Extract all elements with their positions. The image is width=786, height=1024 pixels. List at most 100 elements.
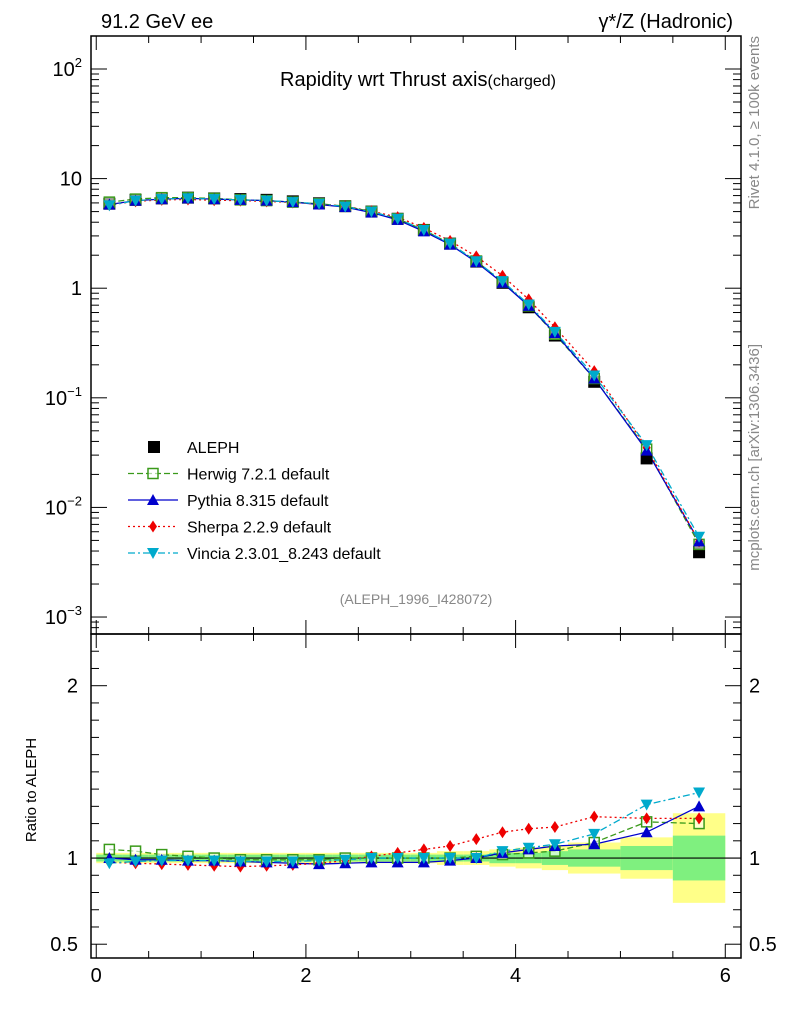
ratio-point-vincia (103, 858, 116, 870)
main-point-vincia (129, 195, 142, 207)
y-tick-label: 1 (71, 278, 82, 300)
legend-label-herwig: Herwig 7.2.1 default (187, 467, 330, 484)
ratio-point-sherpa (550, 821, 559, 834)
plot-title-sub: (charged) (488, 73, 556, 90)
main-point-vincia (339, 201, 352, 213)
ratio-point-vincia (417, 853, 430, 865)
main-point-vincia (522, 299, 535, 311)
main-point-vincia (260, 195, 273, 207)
main-point-vincia (155, 194, 168, 206)
y-tick-label: 10−3 (45, 603, 82, 629)
ratio-point-vincia (391, 853, 404, 865)
plot-title-main: Rapidity wrt Thrust axis (280, 69, 487, 91)
main-frame (90, 35, 742, 635)
legend-marker-aleph (148, 441, 160, 453)
main-point-vincia (470, 256, 483, 268)
ratio-point-vincia (522, 842, 535, 854)
x-tick-label: 4 (510, 965, 521, 987)
y-tick-label: 102 (53, 55, 82, 81)
legend-label-vincia: Vincia 2.3.01_8.243 default (187, 546, 381, 563)
ratio-point-sherpa (695, 812, 704, 825)
ratio-point-vincia (365, 853, 378, 865)
ratio-point-pythia (640, 826, 653, 838)
header-energy: 91.2 GeV ee (101, 11, 213, 33)
ratio-frame (90, 633, 742, 959)
ratio-point-sherpa (472, 833, 481, 846)
ratio-point-vincia (129, 856, 142, 868)
ratio-point-vincia (286, 856, 299, 868)
legend-label-sherpa: Sherpa 2.2.9 default (187, 520, 332, 537)
plot-title: Rapidity wrt Thrust axis(charged) (280, 69, 556, 91)
ratio-point-sherpa (419, 843, 428, 856)
legend-label-pythia: Pythia 8.315 default (187, 493, 329, 510)
mcplots-label: mcplots.cern.ch [arXiv:1306.3436] (746, 344, 763, 571)
main-point-vincia (313, 198, 326, 210)
ratio-point-vincia (155, 855, 168, 867)
main-line-vincia (109, 197, 700, 538)
ratio-point-vincia (470, 853, 483, 865)
main-point-vincia (496, 276, 509, 288)
main-point-vincia (444, 238, 457, 250)
main-point-vincia (365, 206, 378, 218)
ratio-y-tick-label-right: 2 (749, 676, 760, 698)
ratio-point-sherpa (524, 822, 533, 835)
main-point-vincia (548, 326, 561, 338)
ratio-point-vincia (640, 799, 653, 811)
ratio-point-vincia (339, 854, 352, 866)
x-tick-label: 0 (91, 965, 102, 987)
main-point-vincia (103, 200, 116, 212)
ratio-point-sherpa (590, 810, 599, 823)
ratio-y-tick-label-left: 1 (67, 848, 78, 870)
main-line-pythia (109, 197, 700, 542)
ratio-point-vincia (496, 846, 509, 858)
main-point-vincia (693, 531, 706, 543)
legend-marker-vincia (147, 548, 159, 559)
ratio-point-pythia (588, 838, 601, 850)
y-tick-label: 10 (60, 169, 82, 191)
legend-marker-sherpa (149, 520, 157, 533)
main-point-vincia (640, 440, 653, 452)
header-process: γ*/Z (Hadronic) (599, 11, 733, 33)
main-point-vincia (417, 224, 430, 236)
ratio-point-vincia (444, 853, 457, 865)
main-point-vincia (286, 197, 299, 209)
ratio-line-vincia (109, 791, 700, 864)
ratio-point-vincia (313, 855, 326, 867)
y-tick-label: 10−2 (45, 493, 82, 519)
analysis-tag: (ALEPH_1996_I428072) (340, 591, 493, 607)
main-line-sherpa (109, 198, 700, 542)
main-point-vincia (181, 193, 194, 205)
x-tick-label: 6 (720, 965, 731, 987)
ratio-y-tick-label-left: 2 (67, 676, 78, 698)
ratio-y-tick-label-left: 0.5 (50, 934, 78, 956)
main-point-vincia (234, 194, 247, 206)
ratio-point-vincia (234, 856, 247, 868)
rivet-version-label: Rivet 4.1.0, ≥ 100k events (746, 36, 763, 209)
ratio-line-sherpa (109, 816, 700, 868)
legend-marker-herwig (147, 467, 159, 480)
main-panel (103, 191, 706, 559)
ratio-point-pythia (693, 800, 706, 812)
ratio-point-sherpa (498, 826, 507, 839)
ratio-point-vincia (260, 856, 273, 868)
legend: ALEPH Herwig 7.2.1 default Pythia 8.315 de… (128, 440, 381, 563)
legend-marker-pythia (147, 494, 159, 505)
legend-label-aleph: ALEPH (187, 440, 239, 457)
ratio-point-sherpa (642, 812, 651, 825)
ratio-y-tick-label-right: 0.5 (749, 934, 777, 956)
ratio-panel (91, 787, 741, 903)
main-point-vincia (588, 370, 601, 382)
y-tick-label: 10−1 (45, 384, 82, 410)
main-point-vincia (208, 194, 221, 206)
ratio-ylabel: Ratio to ALEPH (23, 738, 40, 842)
ratio-point-vincia (181, 855, 194, 867)
ratio-point-vincia (548, 839, 561, 851)
ratio-point-sherpa (446, 839, 455, 852)
x-tick-label: 2 (300, 965, 311, 987)
main-point-vincia (391, 213, 404, 225)
ratio-y-tick-label-right: 1 (749, 848, 760, 870)
ratio-point-vincia (693, 787, 706, 799)
ratio-point-vincia (588, 828, 601, 840)
ratio-point-vincia (208, 855, 221, 867)
